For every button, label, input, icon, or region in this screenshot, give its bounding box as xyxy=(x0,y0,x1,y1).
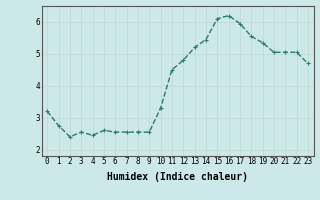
X-axis label: Humidex (Indice chaleur): Humidex (Indice chaleur) xyxy=(107,172,248,182)
